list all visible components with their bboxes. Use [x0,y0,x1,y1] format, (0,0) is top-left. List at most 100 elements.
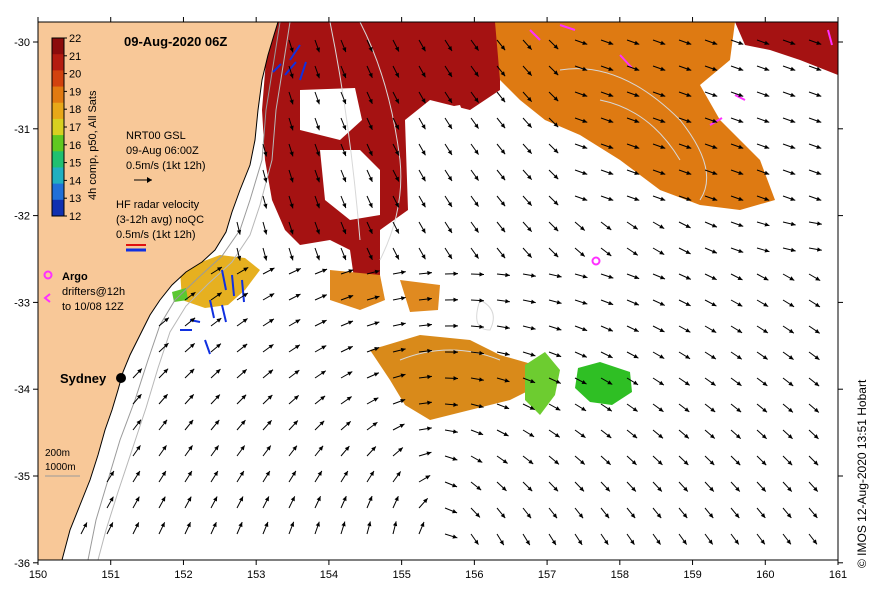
current-arrowhead [738,222,744,227]
current-arrowhead [347,346,353,351]
current-arrowhead [527,96,532,102]
current-arrowhead [527,174,532,180]
current-arrowhead [527,486,533,492]
current-arrowhead [659,327,665,332]
current-arrowhead [505,299,510,304]
current-arrowhead [659,301,665,306]
current-arrowhead [685,275,691,280]
current-arrowhead [447,97,452,103]
current-arrowhead [500,71,506,77]
city-label: Sydney [60,371,107,386]
current-arrowhead [342,177,347,183]
sst-hot-north [262,22,500,290]
sydney-marker [116,373,126,383]
current-arrowhead [712,40,718,45]
current-arrowhead [269,293,275,298]
colorbar-tick-label: 16 [69,140,81,152]
current-arrowhead [503,431,509,437]
current-arrowhead [425,475,431,480]
current-arrowhead [421,150,426,156]
current-arrowhead [474,201,479,207]
current-arrowhead [474,71,479,77]
current-arrowhead [527,122,532,128]
current-arrowhead [530,299,536,304]
current-arrowhead [686,66,692,71]
current-arrowhead [267,394,273,400]
current-arrowhead [400,347,406,353]
current-arrowhead [295,319,301,324]
current-arrowhead [816,92,822,97]
current-arrowhead [368,98,373,104]
radar-legend-title: HF radar velocity [116,199,200,211]
current-arrowhead [606,433,612,438]
current-arrowhead [504,405,510,410]
current-arrowhead [447,149,452,155]
current-arrowhead [394,496,399,502]
current-arrowhead [787,460,793,466]
current-arrowhead [236,229,242,235]
current-arrowhead [500,123,506,129]
radar-legend-scale: 0.5m/s (1kt 12h) [116,229,195,241]
current-arrowhead [788,381,794,386]
isobath-1000-label: 1000m [45,462,76,473]
current-arrowhead [764,170,770,175]
current-arrowhead [711,275,717,280]
current-arrowhead [504,325,510,330]
current-arrowhead [263,151,268,157]
colorbar-tick-label: 21 [69,51,81,63]
current-arrowhead [660,66,666,71]
current-arrowhead [264,521,269,527]
current-arrowhead [815,302,820,307]
current-arrowhead [321,320,327,325]
current-arrowhead [632,433,638,439]
current-arrowhead [660,144,666,149]
current-arrowhead [453,297,458,302]
current-arrowhead [764,248,770,253]
current-arrowhead [319,420,325,426]
current-arrowhead [163,343,169,348]
current-arrowhead [242,318,248,323]
current-arrowhead [396,471,401,477]
isobath-200m [87,22,281,560]
sst-hot-northeast [735,22,838,75]
current-arrowhead [608,144,614,149]
current-arrowhead [814,355,820,360]
x-tick-label: 160 [756,569,774,581]
current-arrowhead [708,539,713,545]
current-arrowhead [605,460,611,465]
current-arrowhead [295,294,301,299]
x-tick-label: 152 [174,569,192,581]
current-arrowhead [659,224,665,229]
current-arrowhead [189,394,194,400]
current-arrowhead [505,272,510,278]
current-arrowhead [608,118,614,123]
sst-patches [172,22,838,420]
current-arrowhead [289,47,294,53]
colorbar-swatch [52,199,64,217]
current-arrowhead [735,460,741,466]
current-arrowhead [164,317,169,323]
current-arrowhead [500,97,506,103]
current-arrowhead [581,353,587,358]
x-tick-label: 150 [29,569,47,581]
current-arrowhead [633,380,639,385]
current-arrowhead [421,46,426,52]
argo-legend-label: Argo [62,271,88,283]
current-arrowhead [217,267,222,272]
current-arrowhead [738,144,744,149]
current-arrowhead [478,431,484,436]
current-arrowhead [582,92,588,97]
current-arrowhead [788,328,794,334]
current-arrowhead [269,267,275,272]
current-arrowhead [187,470,192,476]
current-arrowhead [682,539,687,545]
current-arrowhead [368,228,373,234]
current-arrowhead [500,45,506,51]
current-arrowhead [400,399,406,404]
sst-cool-east [575,362,632,405]
current-arrowhead [315,125,320,131]
colorbar-tick-label: 14 [69,175,81,187]
current-arrowhead [479,298,484,303]
current-arrowhead [315,177,320,183]
current-arrowhead [660,40,666,45]
